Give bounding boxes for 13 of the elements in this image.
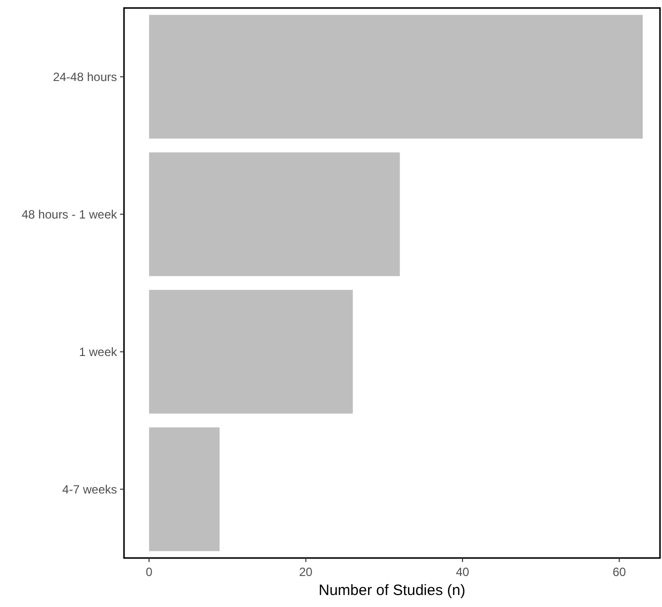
y-tick-label: 48 hours - 1 week (22, 207, 118, 222)
bar (149, 14, 643, 139)
x-axis-title: Number of Studies (n) (318, 582, 466, 599)
x-tick-label: 0 (146, 565, 153, 579)
x-tick-label: 60 (612, 565, 626, 579)
y-tick-label: 24-48 hours (52, 70, 117, 84)
y-tick-label: 4-7 weeks (62, 482, 117, 496)
bar (149, 290, 353, 414)
x-tick-label: 40 (456, 565, 470, 579)
x-tick-label: 20 (299, 565, 313, 579)
bar (149, 152, 400, 276)
y-tick-label: 1 week (78, 344, 118, 359)
bar (149, 427, 220, 552)
